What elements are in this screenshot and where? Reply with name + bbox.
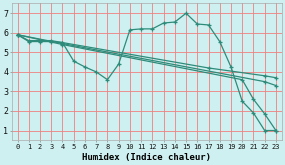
X-axis label: Humidex (Indice chaleur): Humidex (Indice chaleur) xyxy=(82,152,211,162)
